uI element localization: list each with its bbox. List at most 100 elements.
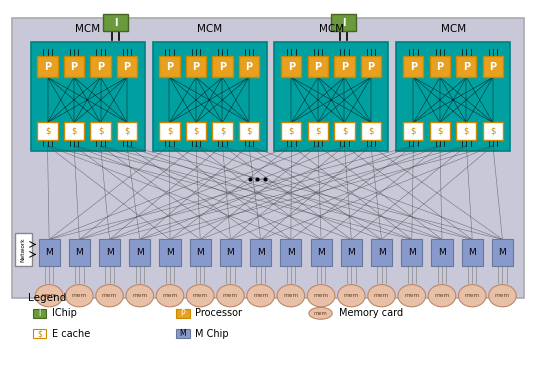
Bar bbox=[176, 309, 190, 318]
Ellipse shape bbox=[337, 285, 365, 307]
Text: M: M bbox=[348, 248, 355, 257]
Text: mem: mem bbox=[132, 293, 148, 298]
Bar bbox=[341, 239, 362, 266]
Bar bbox=[280, 239, 302, 266]
Bar bbox=[456, 122, 477, 140]
Text: P: P bbox=[97, 62, 104, 72]
Bar bbox=[103, 14, 128, 31]
Bar bbox=[12, 18, 523, 298]
Text: $: $ bbox=[45, 127, 50, 136]
Text: P: P bbox=[166, 62, 173, 72]
Bar bbox=[308, 56, 328, 77]
Bar bbox=[492, 239, 513, 266]
Bar bbox=[213, 56, 232, 77]
Text: $: $ bbox=[315, 127, 321, 136]
Text: mem: mem bbox=[313, 293, 329, 298]
Bar bbox=[33, 309, 46, 318]
Text: MCM: MCM bbox=[319, 24, 344, 34]
Text: M: M bbox=[136, 248, 144, 257]
Text: mem: mem bbox=[465, 293, 480, 298]
Text: $: $ bbox=[490, 127, 496, 136]
Bar bbox=[117, 122, 137, 140]
Text: M: M bbox=[408, 248, 416, 257]
Text: P: P bbox=[463, 62, 470, 72]
Text: M: M bbox=[227, 248, 235, 257]
Text: $: $ bbox=[193, 127, 199, 136]
Bar bbox=[64, 122, 84, 140]
Text: $: $ bbox=[246, 127, 252, 136]
Text: M Chip: M Chip bbox=[195, 329, 229, 339]
Bar bbox=[30, 42, 144, 151]
Text: Processor: Processor bbox=[195, 308, 242, 318]
Text: $: $ bbox=[220, 127, 225, 136]
Text: mem: mem bbox=[404, 293, 419, 298]
Bar bbox=[403, 56, 423, 77]
Text: M: M bbox=[76, 248, 83, 257]
Bar bbox=[239, 122, 259, 140]
Text: P: P bbox=[341, 62, 348, 72]
Text: P: P bbox=[489, 62, 496, 72]
Ellipse shape bbox=[277, 285, 305, 307]
Bar bbox=[129, 239, 150, 266]
Text: P: P bbox=[314, 62, 321, 72]
Text: MCM: MCM bbox=[197, 24, 222, 34]
Bar bbox=[190, 239, 211, 266]
Bar bbox=[159, 56, 180, 77]
Ellipse shape bbox=[428, 285, 456, 307]
Text: I: I bbox=[342, 18, 345, 28]
Text: mem: mem bbox=[344, 293, 359, 298]
Text: M: M bbox=[287, 248, 295, 257]
Bar bbox=[37, 122, 58, 140]
Ellipse shape bbox=[216, 285, 244, 307]
Text: P: P bbox=[70, 62, 78, 72]
Bar bbox=[430, 56, 450, 77]
Ellipse shape bbox=[489, 285, 516, 307]
Text: M: M bbox=[469, 248, 476, 257]
Text: $: $ bbox=[342, 127, 347, 136]
Bar bbox=[330, 14, 356, 31]
Bar bbox=[152, 42, 266, 151]
Text: M: M bbox=[196, 248, 204, 257]
Bar bbox=[334, 56, 354, 77]
Text: P: P bbox=[367, 62, 375, 72]
Text: E cache: E cache bbox=[52, 329, 90, 339]
Bar bbox=[361, 122, 381, 140]
Text: M: M bbox=[257, 248, 264, 257]
Text: M: M bbox=[106, 248, 114, 257]
Text: $: $ bbox=[368, 127, 374, 136]
Bar bbox=[220, 239, 241, 266]
Text: M: M bbox=[438, 248, 446, 257]
Bar bbox=[159, 239, 181, 266]
Ellipse shape bbox=[126, 285, 154, 307]
Bar bbox=[311, 239, 332, 266]
Text: MCM: MCM bbox=[75, 24, 100, 34]
Text: $: $ bbox=[464, 127, 469, 136]
Bar bbox=[33, 329, 46, 338]
Bar bbox=[64, 56, 84, 77]
Ellipse shape bbox=[187, 285, 214, 307]
Text: M: M bbox=[317, 248, 325, 257]
Text: $: $ bbox=[289, 127, 294, 136]
Text: P: P bbox=[44, 62, 51, 72]
Ellipse shape bbox=[308, 285, 335, 307]
Text: mem: mem bbox=[283, 293, 298, 298]
Ellipse shape bbox=[66, 285, 93, 307]
Text: M: M bbox=[498, 248, 506, 257]
Bar bbox=[462, 239, 483, 266]
Bar bbox=[117, 56, 137, 77]
Bar bbox=[91, 122, 111, 140]
Bar bbox=[334, 122, 354, 140]
Text: mem: mem bbox=[72, 293, 87, 298]
Text: M: M bbox=[378, 248, 385, 257]
Bar bbox=[403, 122, 423, 140]
Text: IChip: IChip bbox=[52, 308, 77, 318]
Bar bbox=[38, 239, 60, 266]
Bar bbox=[159, 122, 180, 140]
Bar bbox=[250, 239, 271, 266]
Text: P: P bbox=[437, 62, 443, 72]
Bar bbox=[431, 239, 453, 266]
Bar bbox=[401, 239, 422, 266]
Bar bbox=[14, 233, 31, 266]
Bar bbox=[456, 56, 477, 77]
Ellipse shape bbox=[156, 285, 184, 307]
